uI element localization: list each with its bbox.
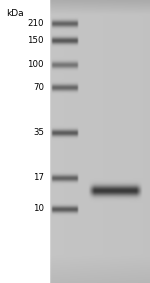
Text: 150: 150 <box>27 36 44 45</box>
Text: 100: 100 <box>27 60 44 69</box>
Text: 10: 10 <box>33 204 44 213</box>
Text: 70: 70 <box>33 83 44 92</box>
Text: 35: 35 <box>33 128 44 137</box>
Text: kDa: kDa <box>6 9 24 18</box>
Text: 17: 17 <box>33 173 44 182</box>
Text: 210: 210 <box>27 19 44 28</box>
